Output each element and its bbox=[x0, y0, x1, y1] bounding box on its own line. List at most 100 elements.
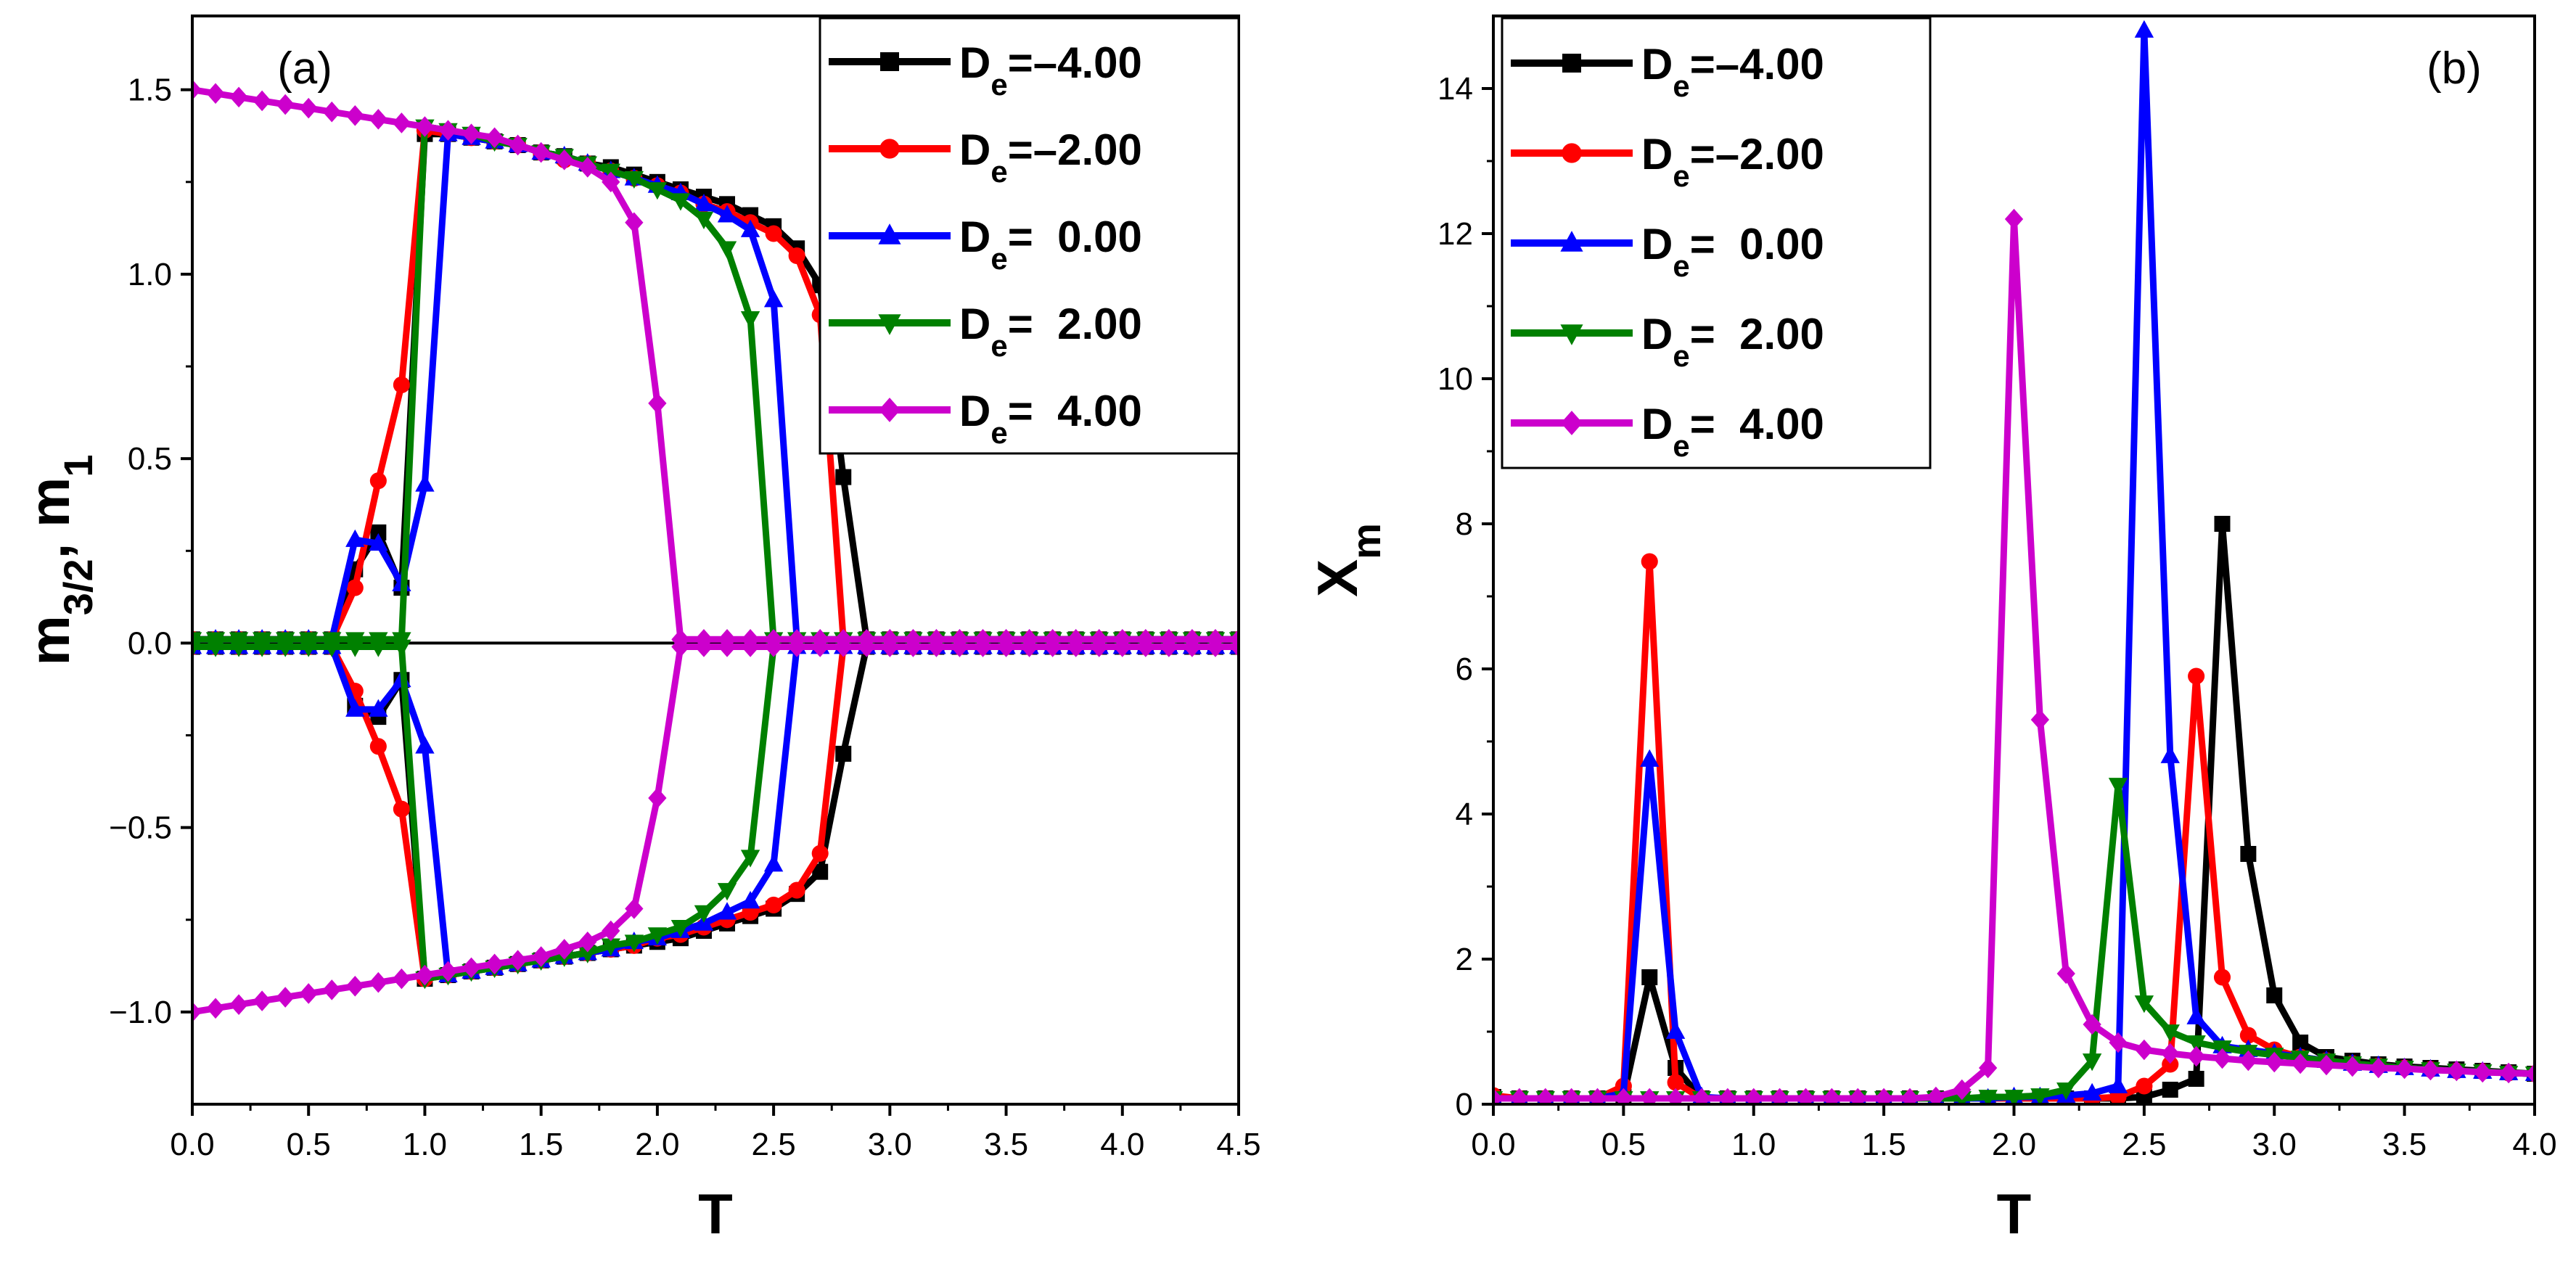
data-point-3-points-23 bbox=[2082, 1053, 2102, 1072]
legend-swatch-marker bbox=[878, 314, 901, 335]
y-axis-title: Xm bbox=[1305, 523, 1389, 597]
x-tick-label: 4.0 bbox=[2512, 1127, 2556, 1162]
data-point-4-lower-4 bbox=[276, 987, 295, 1008]
data-point-3-lower-17 bbox=[578, 945, 597, 963]
data-point-3-lower-24 bbox=[740, 850, 760, 868]
data-point-4-lower-12 bbox=[462, 957, 481, 979]
data-point-1-upper-25 bbox=[765, 225, 782, 242]
data-point-1-lower-25 bbox=[765, 896, 782, 913]
data-point-3-points-20 bbox=[2004, 1090, 2024, 1104]
legend-swatch-marker bbox=[878, 223, 901, 244]
y-tick-label: 12 bbox=[1437, 216, 1473, 252]
data-point-1-upper-8 bbox=[369, 472, 387, 490]
data-point-3-lower-6 bbox=[322, 639, 342, 657]
data-point-4-lower-43 bbox=[1183, 636, 1202, 657]
data-point-3-upper-20 bbox=[647, 182, 668, 200]
y-axis-title: m3/2, m1 bbox=[17, 454, 101, 665]
legend-symbol: D bbox=[959, 213, 990, 261]
data-point-0-points-26 bbox=[2162, 1082, 2178, 1098]
data-point-4-points-28 bbox=[2212, 1048, 2232, 1069]
data-point-2-points-24 bbox=[2108, 1075, 2128, 1093]
data-point-4-upper-14 bbox=[508, 134, 528, 156]
data-point-3-lower-20 bbox=[647, 927, 668, 945]
data-point-4-points-29 bbox=[2239, 1050, 2258, 1072]
legend-symbol: D bbox=[959, 126, 990, 174]
legend-label: De= 4.00 bbox=[959, 387, 1142, 450]
legend-swatch-marker bbox=[1560, 231, 1583, 252]
data-point-4-lower-37 bbox=[1043, 636, 1062, 657]
legend-swatch-marker bbox=[1562, 143, 1582, 163]
data-point-4-upper-17 bbox=[578, 157, 597, 178]
data-point-2-lower-23 bbox=[717, 902, 737, 920]
data-point-3-upper-19 bbox=[624, 170, 644, 189]
legend-subscript: e bbox=[1673, 69, 1689, 103]
data-point-3-lower-18 bbox=[601, 938, 620, 956]
x-tick-label: 4.5 bbox=[1216, 1127, 1260, 1162]
legend-swatch-marker bbox=[1560, 324, 1583, 345]
legend-value: =–2.00 bbox=[1008, 126, 1142, 174]
data-point-3-lower-3 bbox=[252, 639, 272, 657]
data-point-4-upper-19 bbox=[625, 212, 644, 234]
data-point-4-lower-7 bbox=[345, 975, 364, 997]
data-point-3-lower-19 bbox=[624, 934, 644, 953]
data-point-4-lower-40 bbox=[1113, 636, 1132, 657]
data-point-4-upper-8 bbox=[369, 109, 388, 130]
legend-subscript: e bbox=[1673, 249, 1689, 283]
data-point-3-lower-2 bbox=[229, 639, 249, 657]
data-point-4-points-25 bbox=[2135, 1039, 2154, 1061]
data-point-4-lower-10 bbox=[415, 964, 435, 986]
data-point-1-points-27 bbox=[2188, 667, 2205, 685]
y-tick-label: 0.0 bbox=[128, 625, 172, 661]
series-line-4-upper bbox=[192, 86, 1239, 643]
data-point-0-lower-28 bbox=[835, 745, 852, 762]
data-point-4-lower-2 bbox=[229, 994, 248, 1016]
data-point-4-lower-3 bbox=[253, 990, 271, 1011]
data-point-4-lower-26 bbox=[787, 636, 806, 657]
data-point-2-upper-7 bbox=[345, 529, 365, 547]
data-point-4-lower-22 bbox=[694, 636, 713, 657]
data-point-1-points-28 bbox=[2213, 969, 2231, 986]
data-point-3-lower-22 bbox=[694, 905, 714, 923]
y-tick-label: 0.5 bbox=[128, 441, 172, 477]
legend-swatch-marker bbox=[1562, 54, 1581, 73]
data-point-4-points-7 bbox=[1666, 1088, 1685, 1104]
legend-symbol: D bbox=[959, 300, 990, 348]
data-point-1-points-26 bbox=[2162, 1056, 2179, 1073]
data-point-1-lower-27 bbox=[811, 844, 829, 862]
legend-label: De=–2.00 bbox=[959, 126, 1142, 189]
legend-symbol: D bbox=[1641, 220, 1673, 268]
data-point-4-upper-7 bbox=[345, 104, 364, 126]
data-point-4-points-13 bbox=[1822, 1088, 1842, 1104]
data-point-4-lower-21 bbox=[671, 636, 690, 657]
data-point-2-upper-23 bbox=[717, 205, 737, 223]
x-tick-label: 0.5 bbox=[287, 1127, 331, 1162]
legend-subscript: e bbox=[990, 242, 1007, 276]
data-point-4-upper-15 bbox=[532, 141, 551, 163]
x-tick-label: 2.0 bbox=[635, 1127, 679, 1162]
data-point-4-points-33 bbox=[2343, 1056, 2362, 1077]
data-point-4-points-22 bbox=[2056, 963, 2075, 985]
data-point-3-points-19 bbox=[1978, 1090, 1998, 1104]
data-point-4-points-11 bbox=[1770, 1088, 1789, 1104]
legend-label: De= 0.00 bbox=[959, 213, 1142, 276]
x-tick-label: 1.5 bbox=[1862, 1127, 1906, 1162]
data-point-1-upper-7 bbox=[346, 579, 364, 596]
data-point-4-lower-38 bbox=[1067, 636, 1086, 657]
x-tick-label: 0.5 bbox=[1601, 1127, 1646, 1162]
data-point-1-points-7 bbox=[1667, 1074, 1684, 1091]
x-axis-title: T bbox=[698, 1182, 733, 1246]
data-point-3-upper-23 bbox=[717, 241, 737, 259]
data-point-4-lower-41 bbox=[1136, 636, 1155, 657]
y-tick-label: 10 bbox=[1437, 361, 1473, 397]
data-point-4-points-32 bbox=[2317, 1054, 2336, 1076]
data-point-4-upper-2 bbox=[229, 86, 248, 108]
data-point-4-lower-27 bbox=[811, 636, 829, 657]
data-point-3-points-27 bbox=[2186, 1035, 2206, 1053]
data-point-2-lower-7 bbox=[345, 699, 365, 717]
data-point-4-points-8 bbox=[1692, 1088, 1711, 1104]
data-point-4-points-40 bbox=[2525, 1063, 2535, 1085]
data-point-4-points-19 bbox=[1978, 1057, 1998, 1079]
data-point-4-lower-13 bbox=[485, 953, 504, 975]
chart-panel-b: 0.0 0.5 1.0 1.5 2.0 2.5 3.0 3.5 4.0 0 2 4 6 8 10 12 14 T X… bbox=[1305, 15, 2557, 1246]
